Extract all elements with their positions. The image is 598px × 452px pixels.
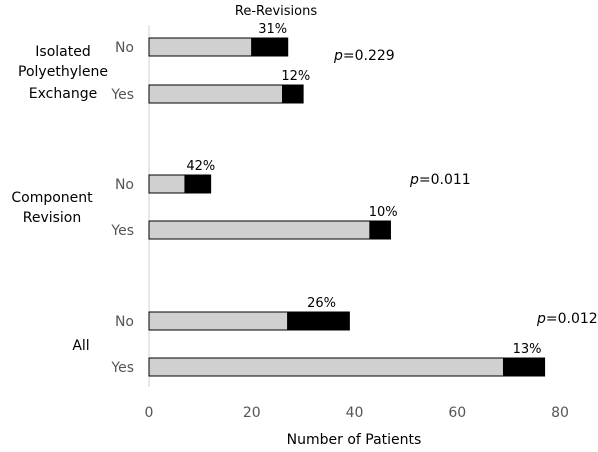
x-tick-label-20: 20 (243, 405, 261, 421)
x-tick-label-80: 80 (551, 405, 569, 421)
x-tick-label-60: 60 (448, 405, 466, 421)
group-label-3-line-1: All (72, 338, 89, 354)
category-label-group-2-no: No (115, 177, 134, 193)
x-axis-title: Number of Patients (287, 432, 422, 448)
p-value-group-1: p=0.229 (333, 48, 395, 64)
p-value-text: =0.012 (546, 311, 598, 327)
pct-label-group-1-yes: 12% (281, 69, 310, 84)
category-label-group-1-yes: Yes (110, 87, 134, 103)
pct-label-group-1-no: 31% (258, 22, 287, 37)
bar-base-group-1-yes (148, 84, 284, 104)
bar-re-revision-group-2-yes (369, 220, 391, 240)
p-symbol: p (536, 311, 546, 327)
bar-base-group-3-no (148, 311, 289, 331)
plot-area: Isolated Polyethylene Exchange No 31% Yes 12% p… (11, 22, 597, 421)
category-label-group-1-no: No (115, 40, 134, 56)
bar-base-group-1-no (148, 37, 253, 57)
bar-re-revision-group-3-yes (502, 357, 546, 377)
pct-label-group-2-no: 42% (186, 159, 215, 174)
p-value-text: =0.011 (419, 172, 471, 188)
p-value-text: =0.229 (343, 48, 395, 64)
p-symbol: p (333, 48, 343, 64)
chart-title: Re-Revisions (235, 4, 317, 19)
p-value-group-2: p=0.011 (409, 172, 471, 188)
bar-re-revision-group-2-no (184, 174, 212, 194)
bar-base-group-2-yes (148, 220, 371, 240)
group-label-1-line-1: Isolated (35, 44, 90, 60)
group-label-2-line-2: Revision (23, 210, 82, 226)
category-label-group-3-yes: Yes (110, 360, 134, 376)
x-tick-label-40: 40 (346, 405, 364, 421)
pct-label-group-3-yes: 13% (513, 342, 542, 357)
p-value-group-3: p=0.012 (536, 311, 598, 327)
pct-label-group-2-yes: 10% (369, 205, 398, 220)
group-label-2-line-1: Component (11, 190, 93, 206)
x-tick-label-0: 0 (145, 405, 154, 421)
bar-re-revision-group-1-no (251, 37, 289, 57)
bar-base-group-2-no (148, 174, 186, 194)
group-label-1-line-3: Exchange (29, 86, 97, 102)
p-symbol: p (409, 172, 419, 188)
pct-label-group-3-no: 26% (307, 296, 336, 311)
category-label-group-2-yes: Yes (110, 223, 134, 239)
category-label-group-3-no: No (115, 314, 134, 330)
group-label-1-line-2: Polyethylene (18, 64, 108, 80)
bar-base-group-3-yes (148, 357, 504, 377)
bar-re-revision-group-1-yes (282, 84, 304, 104)
bar-re-revision-group-3-no (287, 311, 350, 331)
